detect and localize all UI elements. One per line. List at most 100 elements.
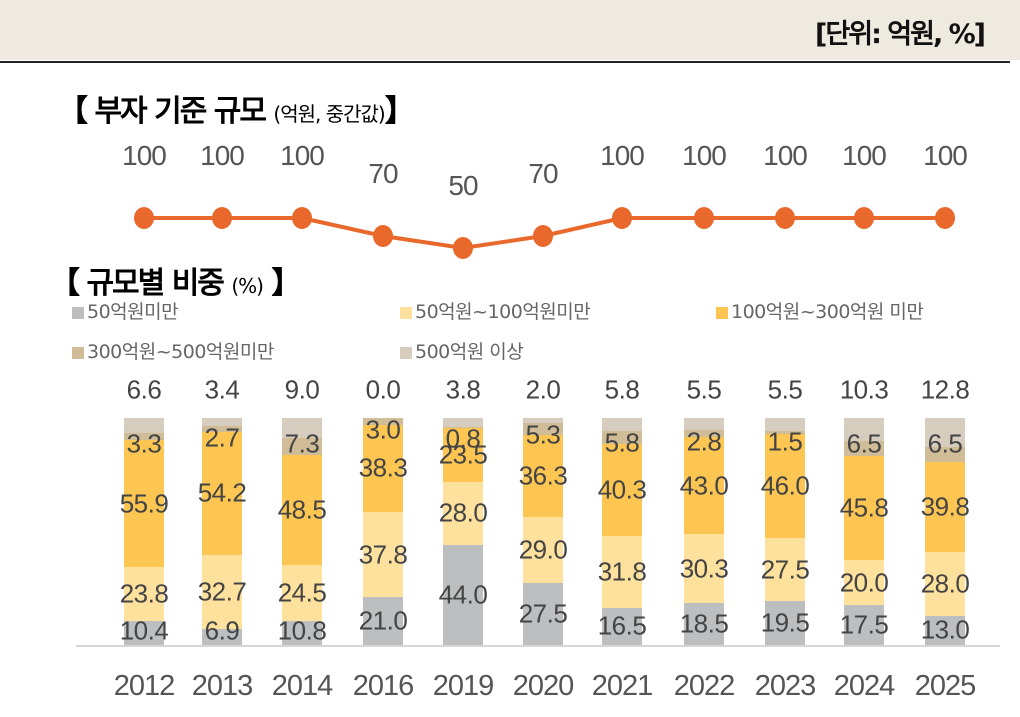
bar-value-label: 20.0 xyxy=(839,567,889,598)
bar-segment xyxy=(684,603,724,645)
bar-segment xyxy=(124,567,164,622)
bar-segment xyxy=(202,431,242,556)
line-chart-title-sub: (억원, 중간값) xyxy=(273,102,385,126)
legend-swatch xyxy=(72,347,84,359)
bar-segment xyxy=(765,430,805,434)
bar-segment xyxy=(925,615,965,645)
legend-item: 50억원~100억원미만 xyxy=(400,297,591,324)
bar-value-label: 17.5 xyxy=(839,609,889,640)
bar-segment xyxy=(925,461,965,553)
bar-value-label: 36.3 xyxy=(518,460,568,491)
line-value-label: 100 xyxy=(682,140,727,171)
bar-segment xyxy=(443,428,483,482)
bar-segment xyxy=(363,597,403,645)
x-axis-tick-label: 2021 xyxy=(591,670,654,702)
bar-value-label: 46.0 xyxy=(760,470,810,501)
legend-label: 50억원~100억원미만 xyxy=(415,301,591,323)
bar-segment xyxy=(124,621,164,645)
x-axis-line xyxy=(76,645,1000,647)
bar-value-label: 5.8 xyxy=(604,427,640,458)
x-axis-tick-label: 2019 xyxy=(432,670,495,702)
bar-2016 xyxy=(363,418,403,645)
x-axis-tick-label: 2023 xyxy=(754,670,817,702)
bar-value-label: 3.0 xyxy=(365,414,401,445)
bar-value-label: 38.3 xyxy=(358,452,408,483)
bar-value-label: 1.5 xyxy=(767,426,803,457)
bar-segment xyxy=(925,418,965,448)
line-point-marker xyxy=(212,207,232,229)
bar-2024 xyxy=(844,418,884,645)
bar-value-label: 19.5 xyxy=(760,607,810,638)
bar-value-label: 0.0 xyxy=(365,374,401,405)
line-point-marker xyxy=(935,207,955,229)
bar-segment xyxy=(124,440,164,568)
bar-segment xyxy=(282,454,322,565)
bar-segment xyxy=(844,605,884,645)
bar-2025 xyxy=(925,418,965,645)
bar-segment xyxy=(602,431,642,445)
bar-value-label: 44.0 xyxy=(438,579,488,610)
bar-segment xyxy=(844,456,884,560)
bar-2021 xyxy=(602,418,642,645)
bar-2023 xyxy=(765,418,805,645)
bar-segment xyxy=(124,418,164,433)
bar-segment xyxy=(443,481,483,546)
x-axis-tick-label: 2024 xyxy=(833,670,896,702)
bar-2020 xyxy=(523,418,563,645)
legend-label: 100억원~300억원 미만 xyxy=(731,301,924,323)
line-value-label: 100 xyxy=(923,140,968,171)
bar-value-label: 54.2 xyxy=(197,477,247,508)
bar-value-label: 5.5 xyxy=(767,374,803,405)
bar-segment xyxy=(202,555,242,630)
bar-segment xyxy=(523,516,563,583)
bar-segment xyxy=(282,418,322,439)
bar-2013 xyxy=(202,418,242,645)
line-value-label: 70 xyxy=(528,158,558,189)
bar-segment xyxy=(684,418,724,431)
bar-value-label: 10.3 xyxy=(839,374,889,405)
line-point-marker xyxy=(533,225,553,247)
bar-segment xyxy=(363,424,403,512)
bar-value-label: 2.0 xyxy=(525,374,561,405)
bar-value-label: 30.3 xyxy=(679,553,729,584)
bar-segment xyxy=(602,607,642,645)
bar-value-label: 6.6 xyxy=(126,374,162,405)
bar-value-label: 28.0 xyxy=(438,497,488,528)
bar-value-label: 5.5 xyxy=(686,374,722,405)
x-axis-tick-label: 2020 xyxy=(512,670,575,702)
bar-segment xyxy=(765,538,805,601)
line-point-marker xyxy=(373,225,393,247)
line-point-marker xyxy=(694,207,714,229)
bar-segment xyxy=(844,418,884,442)
bar-value-label: 6.5 xyxy=(927,428,963,459)
legend-swatch xyxy=(400,347,412,359)
legend-item: 100억원~300억원 미만 xyxy=(716,297,924,324)
bar-segment xyxy=(523,582,563,645)
legend-label: 500억원 이상 xyxy=(415,341,524,363)
bar-segment xyxy=(684,436,724,535)
bar-chart-title-sub: (%) xyxy=(231,274,264,298)
bar-value-label: 27.5 xyxy=(518,598,568,629)
bar-segment xyxy=(443,545,483,645)
line-value-label: 100 xyxy=(600,140,645,171)
bar-value-label: 7.3 xyxy=(284,428,320,459)
line-value-label: 100 xyxy=(280,140,325,171)
legend-item: 500억원 이상 xyxy=(400,337,524,364)
bar-value-label: 40.3 xyxy=(597,474,647,505)
bar-value-label: 2.8 xyxy=(686,426,722,457)
line-value-label: 50 xyxy=(448,170,478,201)
bar-value-label: 6.9 xyxy=(204,615,240,646)
line-value-label: 70 xyxy=(368,158,398,189)
bar-segment xyxy=(602,418,642,432)
bar-segment xyxy=(282,564,322,621)
legend-swatch xyxy=(72,307,84,319)
line-point-marker xyxy=(854,207,874,229)
bar-segment xyxy=(363,418,403,425)
bar-segment xyxy=(765,418,805,431)
bar-segment xyxy=(602,535,642,608)
bar-chart-title: 【 규모별 비중 (%) 】 xyxy=(50,258,301,302)
bar-value-label: 9.0 xyxy=(284,374,320,405)
line-chart-title-close: 】 xyxy=(384,94,415,129)
bar-value-label: 28.0 xyxy=(920,568,970,599)
